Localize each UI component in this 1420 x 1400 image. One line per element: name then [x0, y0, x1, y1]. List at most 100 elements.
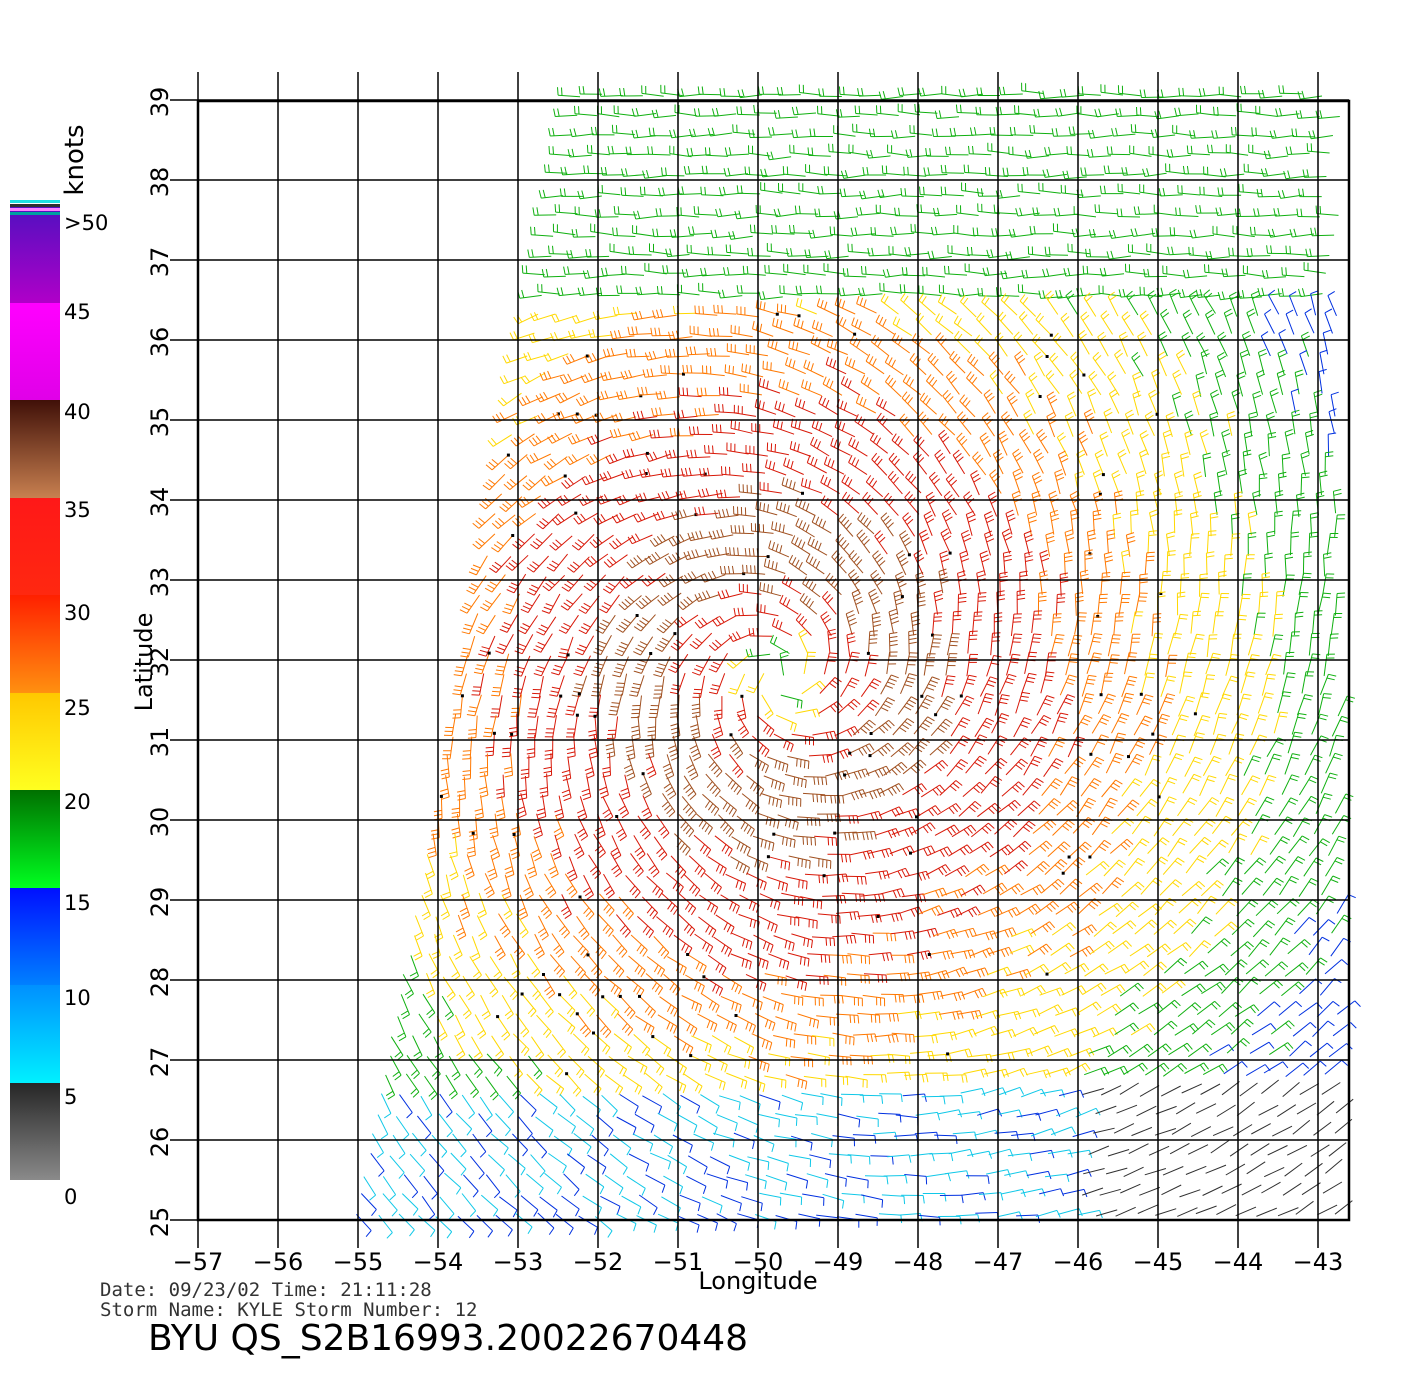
wind-barb: [1234, 615, 1247, 637]
wind-barb: [742, 364, 763, 377]
wind-barb: [857, 1013, 879, 1023]
wind-barb: [687, 148, 711, 156]
wind-barb: [1322, 876, 1341, 895]
wind-barb: [912, 333, 930, 353]
wind-barb: [503, 594, 520, 614]
wind-barb: [649, 696, 661, 718]
wind-barb: [654, 837, 667, 861]
wind-barb: [1052, 128, 1075, 136]
wind-barb: [1141, 878, 1162, 895]
wind-barb: [1170, 227, 1193, 237]
wind-barb: [658, 1113, 677, 1131]
wind-barb: [634, 835, 645, 859]
wind-barb: [657, 815, 669, 839]
wind-barb: [729, 1155, 750, 1171]
wind-barb: [726, 874, 746, 891]
wind-barb: [1093, 470, 1102, 496]
wind-barb: [849, 550, 863, 573]
wind-barb: [477, 1215, 493, 1237]
wind-barb: [500, 613, 518, 632]
wind-barb: [631, 696, 642, 718]
wind-barb: [579, 596, 599, 613]
wind-barb: [1101, 311, 1113, 335]
wind-barb: [527, 716, 538, 738]
wind-barb: [1077, 798, 1096, 817]
wind-barb: [1170, 1143, 1189, 1153]
wind-barb: [1239, 594, 1251, 616]
wind-barb: [1079, 694, 1094, 715]
wind-barb: [850, 336, 868, 356]
wind-barb: [1306, 958, 1327, 975]
wind-barb: [663, 754, 674, 779]
wind-barb: [1012, 491, 1022, 515]
wind-barb: [480, 754, 488, 777]
wind-barb: [712, 1036, 731, 1055]
wind-barb: [975, 718, 994, 737]
wind-barb: [1144, 962, 1167, 976]
wind-barb: [1086, 861, 1109, 875]
wind-barb: [508, 1154, 525, 1175]
wind-barb: [1158, 797, 1176, 816]
wind-barb: [1282, 775, 1299, 795]
wind-barb: [699, 283, 721, 293]
wind-barb: [1080, 570, 1089, 594]
wind-barb: [791, 1057, 813, 1068]
wind-barb: [1006, 759, 1028, 775]
wind-barb: [812, 937, 835, 946]
wind-barb: [612, 413, 636, 422]
wind-barb: [1253, 921, 1275, 937]
wind-barb: [1247, 309, 1256, 333]
lat-tick-label: 35: [146, 407, 174, 438]
wind-barb: [650, 243, 672, 254]
wind-barb: [473, 534, 495, 549]
wind-barb: [1100, 673, 1114, 696]
wind-barb: [767, 855, 790, 870]
wind-barb: [502, 895, 512, 919]
wind-barb: [980, 433, 991, 457]
wind-barb: [1317, 1101, 1334, 1115]
wind-barb: [628, 534, 652, 544]
wind-barb: [600, 471, 624, 481]
wind-barb: [847, 1176, 869, 1188]
wind-barb: [958, 571, 967, 595]
wind-barb: [573, 1034, 589, 1056]
wind-barb: [1047, 392, 1057, 416]
wind-barb: [824, 263, 846, 274]
wind-barb: [386, 1075, 395, 1099]
wind-barb: [789, 340, 810, 355]
wind-barb: [1313, 1021, 1335, 1037]
wind-barb: [553, 411, 579, 421]
wind-barb: [1286, 246, 1309, 256]
wind-barb: [1083, 1169, 1104, 1174]
wind-barb: [650, 534, 674, 546]
wind-barb: [1266, 654, 1282, 675]
wind-barb: [1137, 799, 1158, 816]
wind-barb: [1083, 1089, 1104, 1095]
wind-barb: [841, 376, 860, 395]
wind-barb: [629, 1154, 649, 1172]
colorbar-top-stripe: [10, 200, 60, 203]
wind-barb: [746, 974, 766, 991]
wind-barb: [491, 534, 514, 552]
wind-barb: [1213, 612, 1224, 634]
wind-barb: [1120, 1184, 1140, 1193]
wind-barb: [734, 1133, 754, 1149]
wind-barb: [490, 957, 502, 981]
wind-barb: [477, 916, 487, 940]
wind-barb: [444, 714, 456, 736]
wind-barb: [1310, 1043, 1333, 1057]
wind-barb: [1060, 573, 1068, 597]
wind-barb: [1323, 574, 1335, 596]
wind-barb: [709, 673, 725, 694]
wind-barb: [1138, 1205, 1158, 1214]
wind-barb: [1085, 964, 1109, 976]
wind-barb: [1215, 694, 1231, 714]
wind-barb: [481, 1195, 498, 1216]
wind-barb: [1319, 369, 1327, 393]
wind-barb: [760, 582, 781, 596]
wind-barb: [1045, 1174, 1069, 1182]
wind-barb: [1291, 511, 1301, 533]
wind-barb: [1010, 945, 1034, 953]
wind-barb: [1101, 1086, 1121, 1095]
wind-barb: [940, 781, 962, 796]
